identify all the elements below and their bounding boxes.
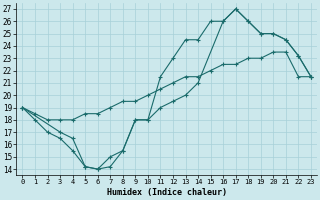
X-axis label: Humidex (Indice chaleur): Humidex (Indice chaleur) <box>107 188 227 197</box>
